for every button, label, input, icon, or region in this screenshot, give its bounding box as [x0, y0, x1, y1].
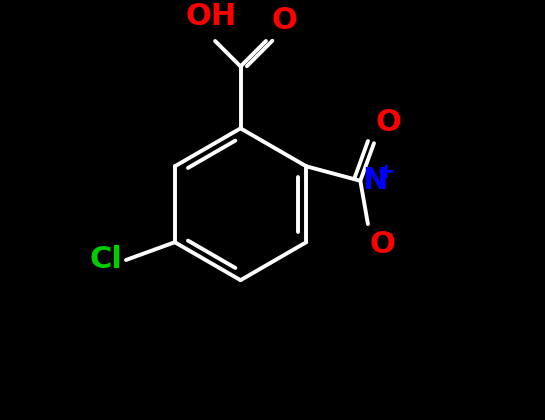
Text: OH: OH [185, 2, 237, 31]
Text: O: O [272, 6, 298, 35]
Text: O: O [376, 108, 402, 137]
Text: N: N [362, 166, 387, 195]
Text: O: O [370, 230, 396, 259]
Text: +: + [377, 162, 396, 182]
Text: ⁻: ⁻ [383, 229, 394, 249]
Text: Cl: Cl [90, 245, 123, 275]
